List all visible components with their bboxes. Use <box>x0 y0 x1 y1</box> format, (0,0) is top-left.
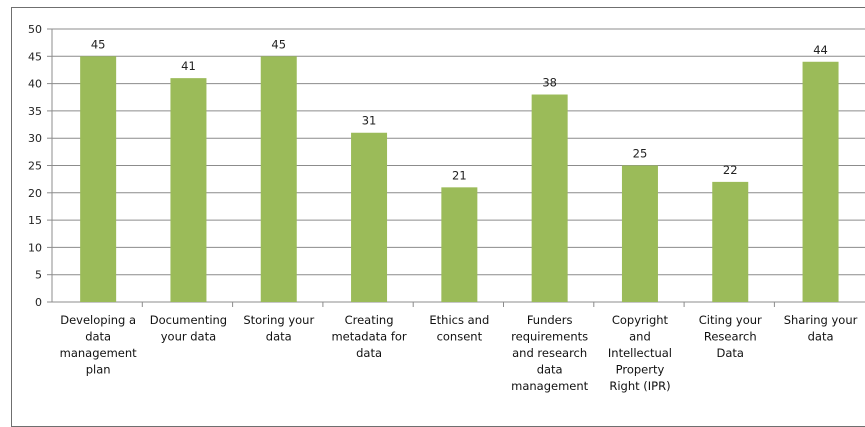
x-category-label: Documenting your data <box>150 313 227 344</box>
bar-chart: 0 5 10 15 20 25 30 35 40 45 50 45 Developing a data ma… <box>28 23 865 393</box>
y-tick-label: 45 <box>28 50 42 63</box>
bar <box>441 187 478 302</box>
bar <box>712 181 749 302</box>
x-category-label: Funders requirements and research data manag… <box>511 313 589 393</box>
data-label: 38 <box>542 76 557 90</box>
x-category-label: Sharing your data <box>784 313 858 344</box>
x-category-label-line: Research <box>704 330 757 344</box>
x-category-label-line: Citing your <box>699 313 762 327</box>
x-category-label-line: plan <box>86 363 111 377</box>
x-category-label-line: data <box>356 346 382 360</box>
y-tick-label: 50 <box>28 23 42 36</box>
y-tick-label: 10 <box>28 241 42 254</box>
data-label: 45 <box>271 37 286 51</box>
data-label: 22 <box>723 163 738 177</box>
x-category-label-line: and <box>629 330 651 344</box>
x-category-label-line: requirements <box>511 330 588 344</box>
y-tick-label: 40 <box>28 78 42 91</box>
x-category-label: Creating metadata for data <box>331 313 406 360</box>
data-label: 44 <box>813 43 828 57</box>
bar <box>802 61 839 303</box>
x-category-label-line: consent <box>437 330 483 344</box>
x-category-label-line: Property <box>616 363 665 377</box>
x-category-label-line: Funders <box>527 313 573 327</box>
x-category-label-line: Creating <box>345 313 394 327</box>
x-category-label-line: Copyright <box>612 313 669 327</box>
bar <box>170 78 207 302</box>
x-category-label-line: data <box>266 330 292 344</box>
y-tick-label: 20 <box>28 187 42 200</box>
y-tick-label: 5 <box>35 269 42 282</box>
x-category-label-line: Developing a <box>60 313 136 327</box>
y-tick-label: 30 <box>28 132 42 145</box>
x-category-label-line: Documenting <box>150 313 227 327</box>
x-category-label: Copyright and Intellectual Property Right (I… <box>608 313 672 393</box>
x-category-label: Ethics and consent <box>429 313 489 344</box>
x-category-label: Citing your Research Data <box>699 313 762 360</box>
y-tick-label: 25 <box>28 160 42 173</box>
y-tick-label: 15 <box>28 214 42 227</box>
x-category-label: Developing a data management plan <box>60 313 138 377</box>
x-category-label-line: Intellectual <box>608 346 672 360</box>
x-category-label-line: your data <box>161 330 216 344</box>
data-label: 31 <box>362 114 377 128</box>
x-category-label-line: and research <box>512 346 587 360</box>
x-category-label-line: Data <box>717 346 744 360</box>
data-label: 45 <box>91 37 106 51</box>
x-category-label-line: data <box>85 330 111 344</box>
x-category-label-line: Ethics and <box>429 313 489 327</box>
data-label: 21 <box>452 168 467 182</box>
x-category-label-line: management <box>60 346 138 360</box>
y-tick-label: 0 <box>35 296 42 309</box>
x-category-label-line: data <box>537 363 563 377</box>
bar <box>260 56 297 302</box>
bar <box>351 132 388 302</box>
x-category-label-line: Right (IPR) <box>609 379 670 393</box>
x-category-label: Storing your data <box>243 313 314 344</box>
x-category-label-line: data <box>808 330 834 344</box>
bar <box>531 94 568 303</box>
x-category-label-line: Sharing your <box>784 313 858 327</box>
x-category-label-line: metadata for <box>331 330 406 344</box>
x-category-label-line: management <box>511 379 589 393</box>
y-tick-label: 35 <box>28 105 42 118</box>
data-label: 25 <box>633 147 648 161</box>
data-label: 41 <box>181 59 196 73</box>
bar <box>80 56 117 302</box>
bar <box>621 165 658 302</box>
x-category-label-line: Storing your <box>243 313 314 327</box>
